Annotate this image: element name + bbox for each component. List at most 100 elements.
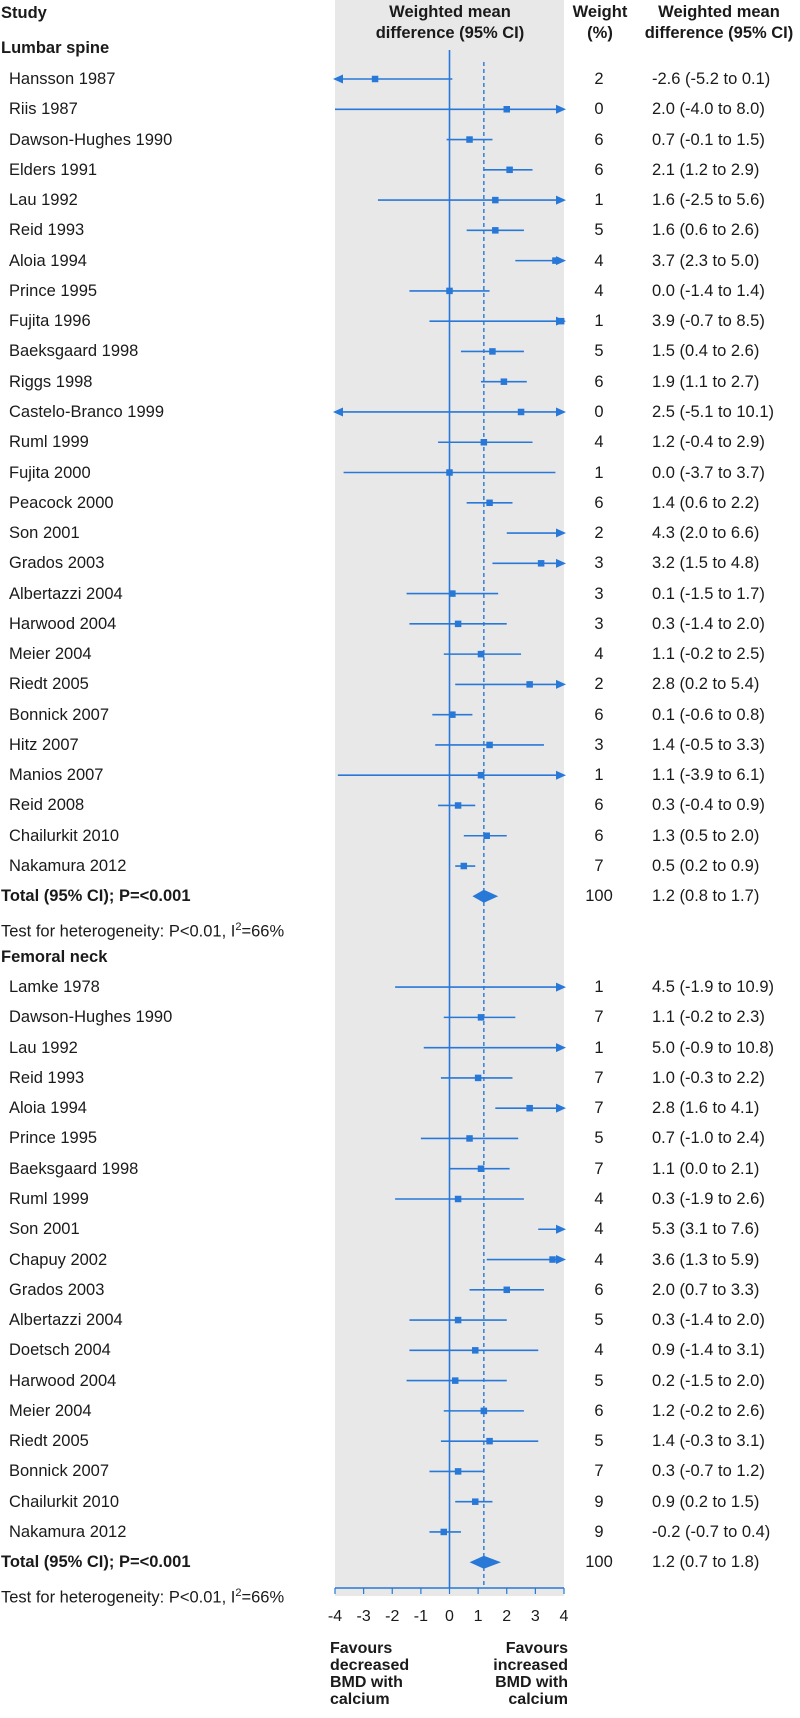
study-ci-text: 1.1 (-0.2 to 2.3) bbox=[652, 1008, 765, 1027]
point-estimate-marker bbox=[454, 1316, 462, 1324]
favours-increased-line: calcium bbox=[508, 1691, 568, 1708]
study-ci-text: 0.3 (-0.4 to 0.9) bbox=[652, 796, 765, 815]
ci-header-line1: Weighted mean bbox=[658, 3, 780, 21]
study-name: Nakamura 2012 bbox=[9, 857, 127, 876]
total-ci-text: 1.2 (0.8 to 1.7) bbox=[652, 887, 760, 906]
ci-arrow-right bbox=[556, 982, 566, 992]
study-weight: 7 bbox=[594, 1008, 604, 1027]
study-name: Lamke 1978 bbox=[9, 978, 100, 997]
point-estimate-marker bbox=[472, 1498, 479, 1505]
study-ci-text: 0.0 (-3.7 to 3.7) bbox=[652, 463, 765, 482]
point-estimate-marker bbox=[440, 1528, 448, 1536]
ci-arrow-left bbox=[333, 74, 343, 84]
point-estimate-marker bbox=[503, 1286, 510, 1294]
x-tick-label: 3 bbox=[530, 1608, 540, 1625]
study-weight: 3 bbox=[594, 735, 604, 754]
heterogeneity-suffix: =66% bbox=[241, 922, 285, 941]
study-name: Elders 1991 bbox=[9, 160, 98, 179]
ci-arrow-right bbox=[556, 1255, 566, 1265]
point-estimate-marker bbox=[500, 378, 508, 385]
study-name: Son 2001 bbox=[9, 524, 80, 543]
study-ci-text: 1.1 (-3.9 to 6.1) bbox=[652, 766, 765, 785]
study-weight: 6 bbox=[594, 160, 604, 179]
study-name: Prince 1995 bbox=[9, 1129, 98, 1148]
point-estimate-marker bbox=[454, 802, 462, 809]
favours-increased-line: BMD with bbox=[495, 1674, 568, 1691]
point-estimate-marker bbox=[526, 1104, 533, 1112]
study-ci-text: 1.0 (-0.3 to 2.2) bbox=[652, 1068, 765, 1087]
x-tick-label: 4 bbox=[559, 1608, 569, 1625]
point-estimate-marker bbox=[506, 166, 513, 174]
study-ci-text: 0.9 (-1.4 to 3.1) bbox=[652, 1341, 765, 1360]
study-ci-text: 1.9 (1.1 to 2.7) bbox=[652, 372, 760, 391]
study-weight: 5 bbox=[594, 1432, 604, 1451]
study-name: Castelo-Branco 1999 bbox=[9, 402, 165, 421]
point-estimate-marker bbox=[537, 560, 545, 567]
x-tick-label: -4 bbox=[327, 1608, 343, 1625]
x-tick-label: 0 bbox=[445, 1608, 454, 1625]
point-estimate-marker bbox=[486, 741, 493, 749]
point-estimate-marker bbox=[477, 650, 485, 658]
ci-arrow-right bbox=[556, 770, 566, 780]
study-ci-text: 0.7 (-1.0 to 2.4) bbox=[652, 1129, 765, 1148]
study-weight: 6 bbox=[594, 1280, 604, 1299]
point-estimate-marker bbox=[446, 469, 453, 476]
ci-arrow-right bbox=[556, 195, 566, 205]
point-estimate-marker bbox=[446, 287, 453, 295]
study-ci-text: 5.0 (-0.9 to 10.8) bbox=[652, 1038, 774, 1057]
study-weight: 5 bbox=[594, 1371, 604, 1390]
study-ci-text: 4.5 (-1.9 to 10.9) bbox=[652, 978, 774, 997]
study-weight: 3 bbox=[594, 554, 604, 573]
study-weight: 4 bbox=[594, 281, 604, 300]
study-name: Reid 1993 bbox=[9, 221, 85, 240]
study-ci-text: 2.8 (1.6 to 4.1) bbox=[652, 1099, 760, 1118]
point-estimate-marker bbox=[474, 1074, 482, 1082]
study-name: Chapuy 2002 bbox=[9, 1250, 108, 1269]
study-ci-text: 4.3 (2.0 to 6.6) bbox=[652, 524, 760, 543]
point-estimate-marker bbox=[549, 1256, 556, 1263]
study-weight: 9 bbox=[594, 1492, 604, 1511]
study-ci-text: 0.0 (-1.4 to 1.4) bbox=[652, 281, 765, 300]
total-ci-text: 1.2 (0.7 to 1.8) bbox=[652, 1553, 760, 1572]
study-ci-text: 1.4 (-0.5 to 3.3) bbox=[652, 735, 765, 754]
point-estimate-marker bbox=[526, 681, 533, 688]
point-estimate-marker bbox=[492, 227, 499, 234]
point-estimate-marker bbox=[517, 408, 525, 416]
study-weight: 6 bbox=[594, 1401, 604, 1420]
point-estimate-marker bbox=[557, 317, 565, 325]
plot-header-line1: Weighted mean bbox=[389, 3, 511, 21]
study-weight: 0 bbox=[594, 100, 604, 119]
study-weight: 5 bbox=[594, 1311, 604, 1330]
study-ci-text: 0.3 (-1.4 to 2.0) bbox=[652, 1311, 765, 1330]
weight-header-line2: (%) bbox=[587, 24, 613, 42]
study-name: Riedt 2005 bbox=[9, 675, 89, 694]
ci-arrow-right bbox=[556, 1103, 566, 1113]
heterogeneity-suffix: =66% bbox=[241, 1588, 285, 1606]
study-column-header: Study bbox=[1, 4, 47, 22]
point-estimate-marker bbox=[454, 1468, 462, 1475]
study-name: Nakamura 2012 bbox=[9, 1522, 127, 1541]
heterogeneity-prefix: Test for heterogeneity: P<0.01, I bbox=[1, 922, 236, 941]
x-tick-label: -3 bbox=[356, 1608, 371, 1625]
study-weight: 6 bbox=[594, 493, 604, 512]
section-title: Lumbar spine bbox=[1, 39, 110, 57]
x-tick-label: 2 bbox=[502, 1608, 512, 1625]
study-name: Aloia 1994 bbox=[9, 251, 87, 270]
plot-header-line2: difference (95% CI) bbox=[375, 24, 525, 42]
study-ci-text: 0.1 (-1.5 to 1.7) bbox=[652, 584, 765, 603]
study-name: Aloia 1994 bbox=[9, 1099, 87, 1118]
study-name: Lau 1992 bbox=[9, 191, 78, 210]
study-name: Albertazzi 2004 bbox=[9, 584, 123, 603]
study-weight: 2 bbox=[594, 70, 604, 88]
study-weight: 6 bbox=[594, 372, 604, 391]
study-weight: 4 bbox=[594, 251, 604, 270]
study-ci-text: 0.9 (0.2 to 1.5) bbox=[652, 1492, 760, 1511]
total-weight: 100 bbox=[585, 1553, 613, 1572]
study-weight: 6 bbox=[594, 130, 604, 149]
point-estimate-marker bbox=[477, 771, 485, 779]
study-weight: 3 bbox=[594, 614, 604, 633]
ci-arrow-right bbox=[556, 679, 566, 689]
study-weight: 4 bbox=[594, 1189, 604, 1208]
study-ci-text: 0.3 (-1.4 to 2.0) bbox=[652, 614, 765, 633]
